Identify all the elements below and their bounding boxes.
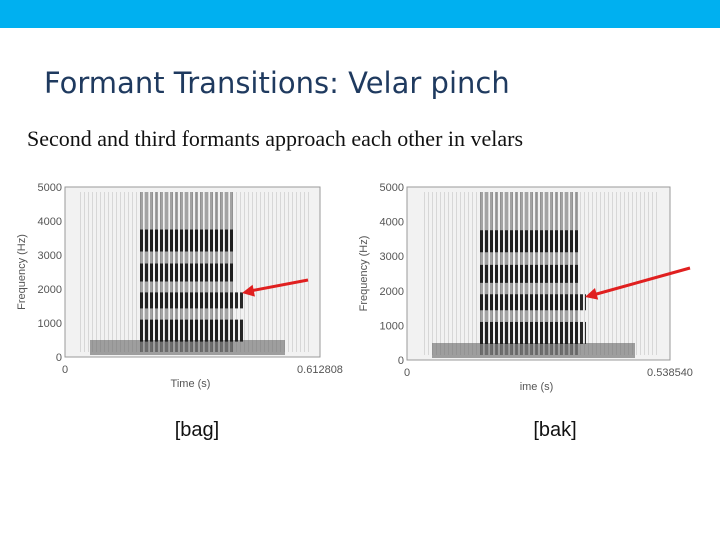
formant-band xyxy=(478,321,586,344)
formant-band xyxy=(478,230,578,253)
arrow-shaft xyxy=(249,278,309,293)
y-tick-label: 1000 xyxy=(38,318,62,330)
y-tick-label: 4000 xyxy=(38,216,62,228)
x-tick-label: 0 xyxy=(62,364,68,376)
y-tick-label: 1000 xyxy=(380,320,404,332)
header-bar xyxy=(0,0,720,28)
y-tick-label: 3000 xyxy=(38,250,62,262)
slide-title: Formant Transitions: Velar pinch xyxy=(44,66,510,100)
x-tick-label: 0.612808 xyxy=(297,364,343,376)
y-tick-label: 2000 xyxy=(38,284,62,296)
y-tick-label: 5000 xyxy=(38,182,62,194)
x-axis-label: ime (s) xyxy=(520,381,554,393)
arrow-head xyxy=(585,288,599,300)
arrow-shaft xyxy=(592,266,691,297)
x-axis-label: Time (s) xyxy=(171,378,211,390)
caption: [bak] xyxy=(533,419,576,441)
y-axis-label: Frequency (Hz) xyxy=(16,234,28,310)
y-tick-label: 4000 xyxy=(380,217,404,229)
formant-band xyxy=(140,292,243,309)
caption: [bag] xyxy=(175,419,219,441)
y-axis-label: Frequency (Hz) xyxy=(358,236,370,312)
y-tick-label: 2000 xyxy=(380,286,404,298)
arrow-head xyxy=(242,284,255,297)
subtitle: Second and third formants approach each … xyxy=(27,126,523,151)
formant-band xyxy=(140,263,235,282)
formant-band xyxy=(478,264,578,283)
y-tick-label: 0 xyxy=(398,355,404,367)
y-tick-label: 0 xyxy=(56,352,62,364)
formant-band xyxy=(140,229,235,252)
formant-band xyxy=(140,319,243,342)
y-tick-label: 3000 xyxy=(380,251,404,263)
x-tick-label: 0.538540 xyxy=(647,367,693,379)
formant-band xyxy=(478,294,586,311)
y-tick-label: 5000 xyxy=(380,182,404,194)
x-tick-label: 0 xyxy=(404,367,410,379)
